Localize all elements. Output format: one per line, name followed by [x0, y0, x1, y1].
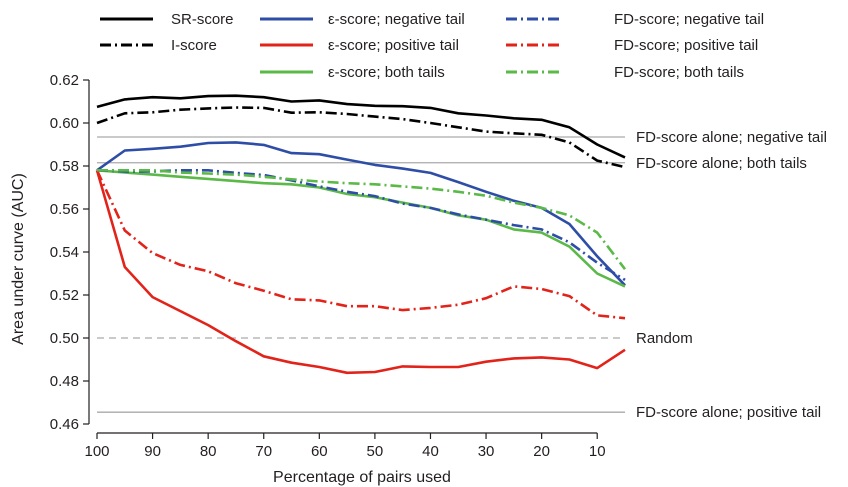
- legend-label: FD-score; both tails: [614, 64, 744, 81]
- legend-label: ε-score; positive tail: [328, 37, 459, 54]
- y-tick-label: 0.54: [50, 244, 79, 261]
- legend-label: FD-score; positive tail: [614, 37, 758, 54]
- y-tick-label: 0.58: [50, 158, 79, 175]
- y-tick-label: 0.46: [50, 416, 79, 433]
- legend-label: I-score: [171, 37, 217, 54]
- legend-label: ε-score; negative tail: [328, 11, 465, 28]
- reference-line-label: Random: [636, 330, 693, 347]
- legend-label: FD-score; negative tail: [614, 11, 764, 28]
- y-tick-label: 0.48: [50, 373, 79, 390]
- legend: SR-score I-score ε-score; negative tail ε-s…: [100, 11, 764, 81]
- x-axis-title: Percentage of pairs used: [273, 469, 451, 486]
- series-line-7: [97, 169, 627, 270]
- series-line-4: [96, 169, 626, 288]
- y-tick-label: 0.60: [50, 115, 79, 132]
- series-line-5: [96, 169, 626, 282]
- x-tick-label: 60: [311, 443, 328, 460]
- y-tick-label: 0.62: [50, 72, 79, 89]
- axes: 0.46 0.48 0.50 0.52 0.54 0.56 0.58 0.60 0.62 100 9…: [50, 72, 606, 460]
- series-line-0: [96, 94, 626, 159]
- x-tick-label: 30: [478, 443, 495, 460]
- y-tick-label: 0.50: [50, 330, 79, 347]
- x-tick-label: 80: [200, 443, 217, 460]
- x-tick-label: 50: [367, 443, 384, 460]
- y-axis-title: Area under curve (AUC): [10, 173, 27, 345]
- series-lines: [95, 94, 627, 375]
- x-tick-label: 70: [255, 443, 272, 460]
- legend-label: SR-score: [171, 11, 234, 28]
- x-tick-label: 10: [589, 443, 606, 460]
- x-tick-label: 100: [84, 443, 109, 460]
- y-tick-label: 0.52: [50, 287, 79, 304]
- reference-line-label: FD-score alone; both tails: [636, 155, 807, 172]
- x-tick-label: 40: [422, 443, 439, 460]
- series-line-3: [95, 169, 626, 375]
- legend-label: ε-score; both tails: [328, 64, 445, 81]
- x-tick-label: 20: [533, 443, 550, 460]
- reference-line-label: FD-score alone; negative tail: [636, 129, 827, 146]
- series-line-6: [95, 169, 626, 320]
- series-line-1: [96, 106, 626, 169]
- x-tick-label: 90: [144, 443, 161, 460]
- y-tick-label: 0.56: [50, 201, 79, 218]
- reference-line-label: FD-score alone; positive tail: [636, 404, 821, 421]
